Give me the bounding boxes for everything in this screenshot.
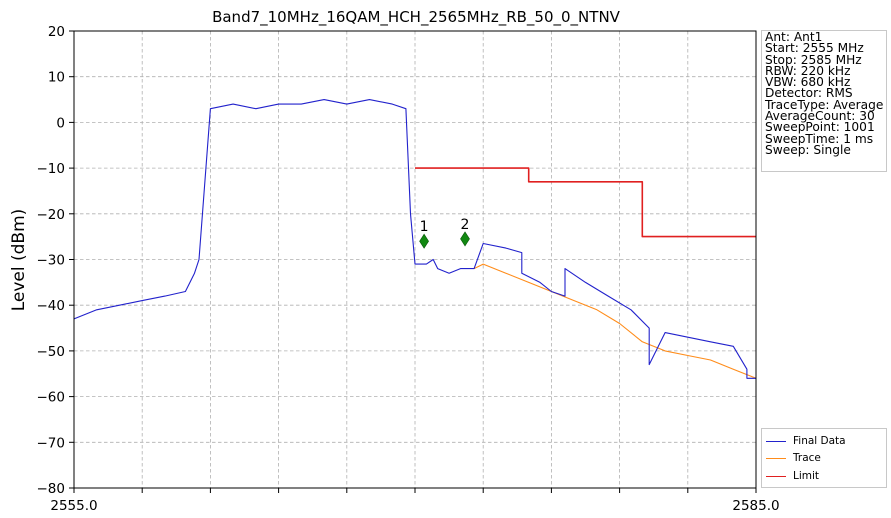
x-tick-label: 2555.0: [50, 498, 97, 514]
info-sweep-point: SweepPoint: 1001: [765, 120, 875, 135]
info-sweep: Sweep: Single: [765, 142, 851, 157]
legend-item-final-data: Final Data: [766, 433, 846, 449]
legend-label-trace: Trace: [793, 452, 821, 464]
legend-swatch-trace: [766, 457, 786, 459]
info-sweep-time: SweepTime: 1 ms: [765, 131, 874, 146]
y-tick-label: −80: [37, 481, 66, 497]
info-average-count: AverageCount: 30: [765, 109, 875, 124]
info-vbw: VBW: 680 kHz: [765, 75, 851, 90]
legend-label-limit: Limit: [793, 470, 820, 482]
marker-label-2: 2: [461, 217, 470, 233]
info-detector: Detector: RMS: [765, 86, 853, 101]
y-tick-label: −60: [37, 390, 66, 406]
legend-item-trace: Trace: [766, 450, 821, 466]
marker-label-1: 1: [420, 219, 429, 235]
info-rbw: RBW: 220 kHz: [765, 63, 851, 78]
series-line-final-data: [73, 99, 756, 379]
legend-swatch-final-data: [766, 440, 786, 442]
y-tick-label: −10: [37, 161, 66, 177]
legend-swatch-limit: [766, 475, 786, 477]
y-tick-label: −70: [37, 435, 66, 451]
y-tick-label: 10: [48, 70, 65, 86]
x-tick-label: 2585.0: [732, 498, 779, 514]
info-start: Start: 2555 MHz: [765, 41, 864, 56]
plot-frame: [73, 30, 757, 489]
series-line-limit: [415, 167, 756, 238]
measurement-info-box: Ant: Ant1 Start: 2555 MHz Stop: 2585 MHz…: [761, 30, 887, 172]
y-tick-label: 0: [56, 115, 65, 131]
y-tick-label: −40: [37, 298, 66, 314]
chart-title: Band7_10MHz_16QAM_HCH_2565MHz_RB_50_0_NT…: [212, 8, 621, 27]
y-axis-label: Level (dBm): [9, 209, 29, 312]
info-antenna: Ant: Ant1: [765, 30, 823, 44]
info-trace-type: TraceType: Average: [765, 97, 884, 112]
y-tick-label: −30: [37, 253, 66, 269]
y-tick-label: −50: [37, 344, 66, 360]
y-tick-label: 20: [48, 24, 65, 40]
marker-1: [419, 233, 429, 249]
series-line-trace: [473, 263, 757, 379]
y-tick-label: −20: [37, 207, 66, 223]
chart-legend: Final Data Trace Limit: [761, 428, 887, 488]
marker-2: [460, 231, 470, 247]
info-stop: Stop: 2585 MHz: [765, 52, 862, 67]
legend-label-final-data: Final Data: [793, 435, 846, 447]
legend-item-limit: Limit: [766, 468, 819, 484]
